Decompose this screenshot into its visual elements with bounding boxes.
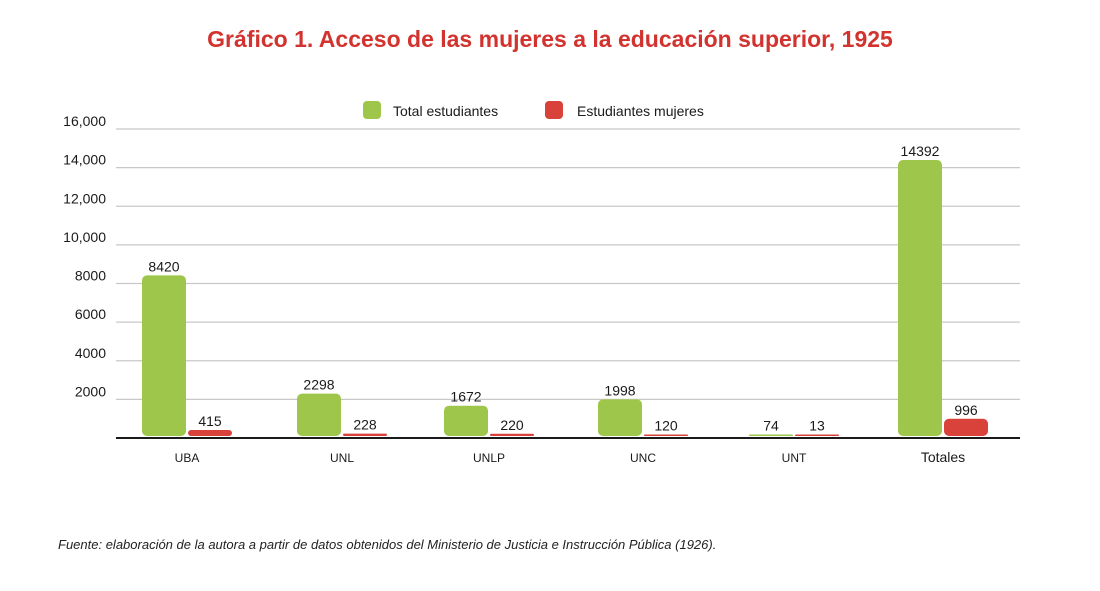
x-tick-label: UNT [782,451,807,465]
data-label: 996 [954,402,978,418]
y-tick-label: 2000 [75,383,106,399]
chart-title: Gráfico 1. Acceso de las mujeres a la ed… [207,26,893,52]
data-label: 228 [353,417,377,433]
bar-estudiantes-mujeres [795,434,839,436]
y-tick-label: 14,000 [63,152,106,168]
bar-estudiantes-mujeres [188,429,232,436]
x-tick-label: UNL [330,451,354,465]
legend-swatch [363,101,381,119]
legend-swatch [545,101,563,119]
data-label: 415 [198,413,222,429]
y-tick-label: 10,000 [63,229,106,245]
bar-estudiantes-mujeres [490,433,534,436]
data-label: 1672 [450,389,481,405]
x-tick-label: UNC [630,451,656,465]
source-note: Fuente: elaboración de la autora a parti… [58,537,717,552]
x-tick-label: Totales [921,449,965,465]
bar-total-estudiantes [444,405,488,436]
y-tick-label: 4000 [75,345,106,361]
bar-estudiantes-mujeres [343,433,387,436]
x-tick-label: UBA [175,451,200,465]
x-tick-label: UNLP [473,451,505,465]
bar-total-estudiantes [898,160,942,436]
data-label: 220 [500,417,524,433]
data-label: 14392 [901,143,940,159]
bar-total-estudiantes [598,399,642,436]
y-tick-label: 12,000 [63,190,106,206]
data-label: 2298 [303,377,334,393]
bar-estudiantes-mujeres [944,418,988,436]
data-label: 8420 [148,258,179,274]
bar-total-estudiantes [749,434,793,436]
legend-label: Estudiantes mujeres [577,103,704,119]
bar-total-estudiantes [142,275,186,436]
bar-estudiantes-mujeres [644,434,688,436]
legend-label: Total estudiantes [393,103,498,119]
y-tick-label: 16,000 [63,113,106,129]
data-label: 1998 [604,382,635,398]
data-label: 120 [654,418,678,434]
bar-total-estudiantes [297,393,341,436]
y-tick-label: 6000 [75,306,106,322]
data-label: 74 [763,418,779,434]
data-label: 13 [809,418,825,434]
y-tick-label: 8000 [75,268,106,284]
